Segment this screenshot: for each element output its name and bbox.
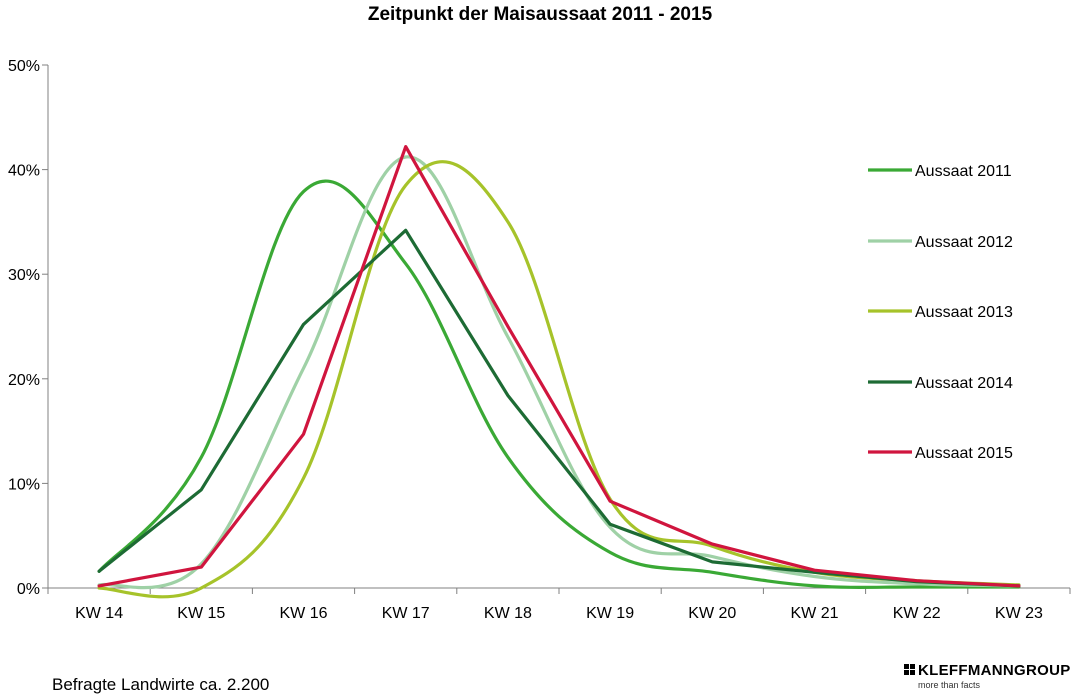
sample-size-note: Befragte Landwirte ca. 2.200	[52, 675, 270, 694]
legend-label: Aussaat 2013	[915, 304, 1013, 321]
x-tick-label: KW 22	[893, 605, 941, 622]
x-tick-label: KW 17	[382, 605, 430, 622]
chart-legend: Aussaat 2011 Aussaat 2012 Aussaat 2013 Auss…	[868, 163, 1013, 462]
y-tick-label: 30%	[8, 267, 40, 284]
legend-label: Aussaat 2014	[915, 375, 1013, 392]
y-tick-label: 40%	[8, 163, 40, 180]
chart-title: Zeitpunkt der Maisaussaat 2011 - 2015	[368, 4, 713, 25]
x-tick-label: KW 20	[688, 605, 736, 622]
chart-axes: 0% 10% 20% 30% 40% 50% KW 14 KW 15 KW 16 KW 17 KW …	[8, 58, 1071, 622]
series-line	[97, 155, 1021, 590]
x-tick-label: KW 15	[177, 605, 225, 622]
company-logo: KLEFFMANNGROUP more than facts	[904, 662, 1074, 694]
x-tick-label: KW 21	[790, 605, 838, 622]
series-line	[97, 179, 1021, 589]
legend-label: Aussaat 2015	[915, 445, 1013, 462]
x-tick-label: KW 18	[484, 605, 532, 622]
logo-tagline: more than facts	[918, 680, 981, 690]
series-layer	[97, 145, 1021, 599]
y-tick-label: 50%	[8, 58, 40, 75]
legend-label: Aussaat 2012	[915, 234, 1013, 251]
series-line	[97, 160, 1021, 599]
y-tick-label: 20%	[8, 372, 40, 389]
y-tick-label: 0%	[17, 581, 40, 598]
logo-name: KLEFFMANNGROUP	[918, 662, 1071, 679]
x-tick-label: KW 23	[995, 605, 1043, 622]
series-line	[97, 145, 1021, 588]
x-tick-label: KW 14	[75, 605, 123, 622]
y-tick-label: 10%	[8, 476, 40, 493]
series-line	[97, 228, 1021, 588]
logo-icon	[904, 664, 916, 676]
x-tick-label: KW 19	[586, 605, 634, 622]
legend-label: Aussaat 2011	[915, 163, 1012, 180]
x-tick-label: KW 16	[279, 605, 327, 622]
